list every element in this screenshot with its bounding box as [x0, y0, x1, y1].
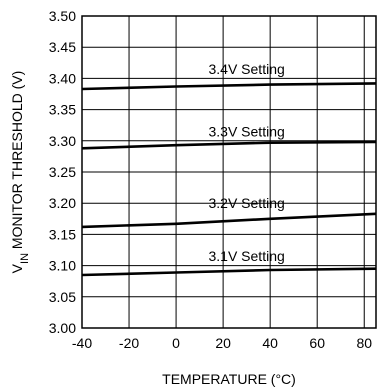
series-lines [81, 82, 377, 277]
x-tick-label: 80 [356, 335, 372, 351]
series-line-3 [81, 267, 377, 277]
x-tick-label: 40 [262, 335, 278, 351]
x-tick-label: 0 [172, 335, 180, 351]
x-tick-label: -40 [72, 335, 92, 351]
x-axis-title: TEMPERATURE (°C) [162, 371, 296, 387]
series-labels: 3.4V Setting 3.3V Setting 3.2V Setting 3.1V… [208, 61, 284, 264]
y-axis-title: VIN MONITOR THRESHOLD (V) [9, 71, 31, 274]
series-label-3: 3.1V Setting [208, 248, 284, 264]
y-tick-label: 3.45 [49, 39, 76, 55]
series-label-1: 3.3V Setting [208, 123, 284, 139]
y-axis-title-sub: IN [19, 253, 31, 264]
x-tick-label: 60 [309, 335, 325, 351]
x-tick-label: 20 [215, 335, 231, 351]
y-tick-label: 3.20 [49, 195, 76, 211]
y-tick-label: 3.40 [49, 70, 76, 86]
y-tick-label: 3.35 [49, 102, 76, 118]
series-label-0: 3.4V Setting [208, 61, 284, 77]
y-tick-label: 3.15 [49, 226, 76, 242]
x-tick-label: -20 [119, 335, 139, 351]
plot-frame [81, 15, 377, 329]
series-line-0 [81, 82, 377, 91]
y-tick-label: 3.05 [49, 289, 76, 305]
y-tick-labels: 3.00 3.05 3.10 3.15 3.20 3.25 3.30 3.35 3.40 3.45… [49, 8, 76, 336]
y-tick-label: 3.00 [49, 320, 76, 336]
y-tick-label: 3.25 [49, 164, 76, 180]
x-tick-labels: -40 -20 0 20 40 60 80 [72, 335, 372, 351]
series-line-1 [81, 140, 377, 150]
y-tick-label: 3.30 [49, 133, 76, 149]
y-axis-title-rest: MONITOR THRESHOLD (V) [9, 71, 25, 253]
series-line-2 [81, 212, 377, 229]
y-axis-title-v: V [9, 263, 25, 273]
y-tick-label: 3.10 [49, 258, 76, 274]
series-label-2: 3.2V Setting [208, 195, 284, 211]
y-tick-label: 3.50 [49, 8, 76, 24]
